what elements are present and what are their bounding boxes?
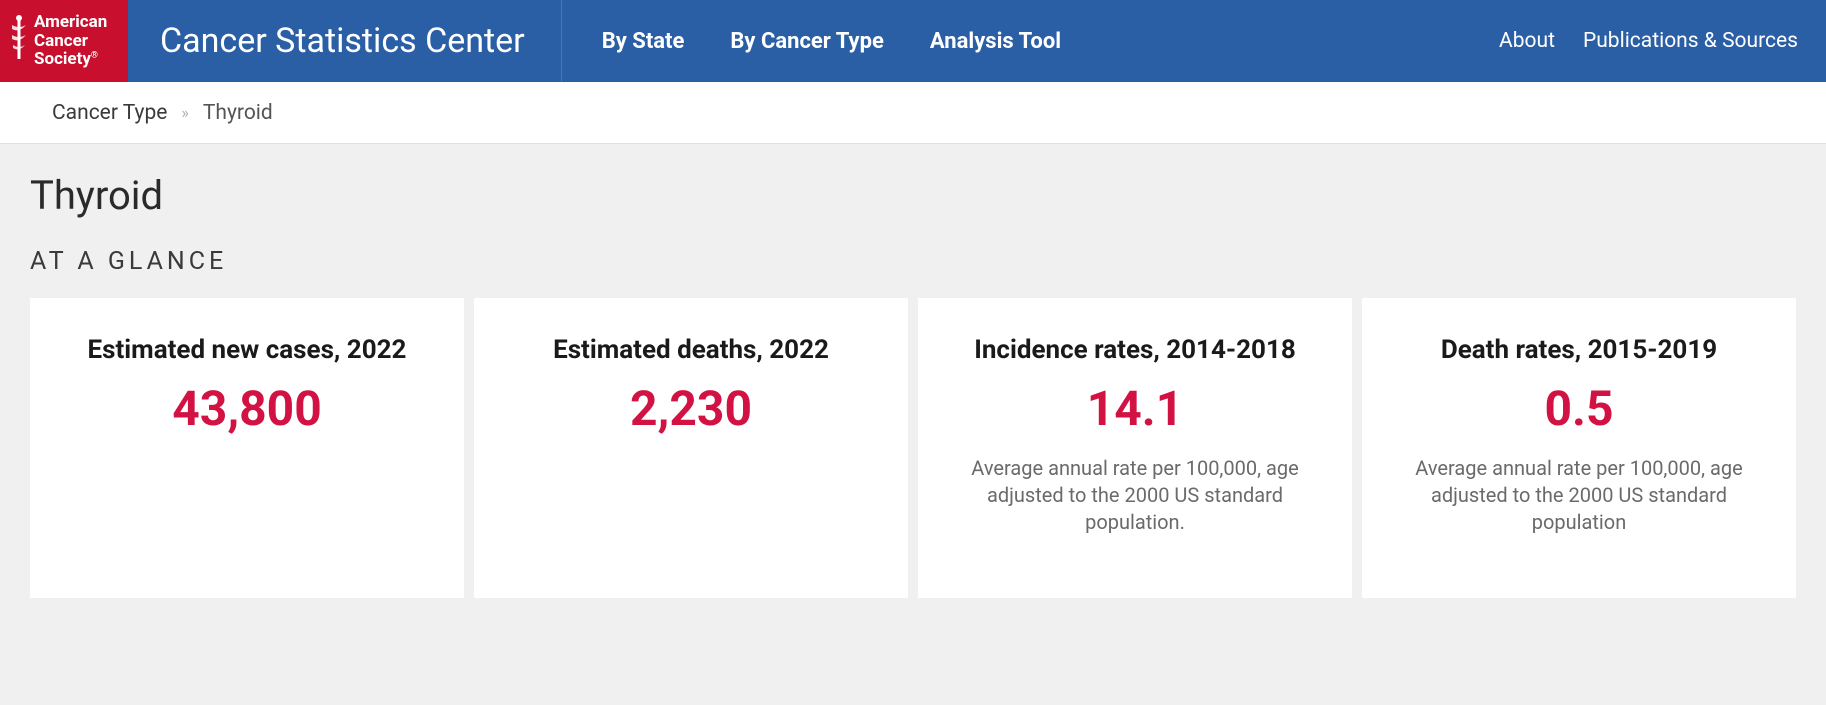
card-value: 43,800 [54,383,440,436]
card-title: Incidence rates, 2014-2018 [942,334,1328,367]
page-title: Thyroid [30,172,1796,219]
card-value: 14.1 [942,383,1328,436]
breadcrumb-parent[interactable]: Cancer Type [52,101,167,125]
org-logo-text: American Cancer Society® [34,13,107,69]
breadcrumb: Cancer Type » Thyroid [0,82,1826,144]
site-title[interactable]: Cancer Statistics Center [128,0,562,82]
nav-analysis-tool[interactable]: Analysis Tool [930,29,1061,54]
card-note: Average annual rate per 100,000, age adj… [1409,455,1749,536]
card-title: Estimated new cases, 2022 [54,334,440,367]
card-death-rates: Death rates, 2015-2019 0.5 Average annua… [1362,298,1796,598]
card-deaths: Estimated deaths, 2022 2,230 [474,298,908,598]
card-title: Estimated deaths, 2022 [498,334,884,367]
stat-cards: Estimated new cases, 2022 43,800 Estimat… [30,298,1796,598]
breadcrumb-current: Thyroid [203,101,273,125]
card-note: Average annual rate per 100,000, age adj… [965,455,1305,536]
nav-about[interactable]: About [1499,29,1555,53]
org-logo[interactable]: American Cancer Society® [0,0,128,82]
site-header: American Cancer Society® Cancer Statisti… [0,0,1826,82]
card-incidence: Incidence rates, 2014-2018 14.1 Average … [918,298,1352,598]
section-label: AT A GLANCE [30,247,1796,276]
nav-by-cancer-type[interactable]: By Cancer Type [730,29,884,54]
caduceus-icon [10,15,28,67]
nav-publications[interactable]: Publications & Sources [1583,29,1798,53]
card-title: Death rates, 2015-2019 [1386,334,1772,367]
nav-primary: By State By Cancer Type Analysis Tool [562,0,1061,82]
card-value: 2,230 [498,383,884,436]
nav-by-state[interactable]: By State [602,29,685,54]
main-content: Thyroid AT A GLANCE Estimated new cases,… [0,144,1826,628]
card-value: 0.5 [1386,383,1772,436]
breadcrumb-separator-icon: » [181,103,189,122]
card-new-cases: Estimated new cases, 2022 43,800 [30,298,464,598]
nav-secondary: About Publications & Sources [1499,0,1826,82]
